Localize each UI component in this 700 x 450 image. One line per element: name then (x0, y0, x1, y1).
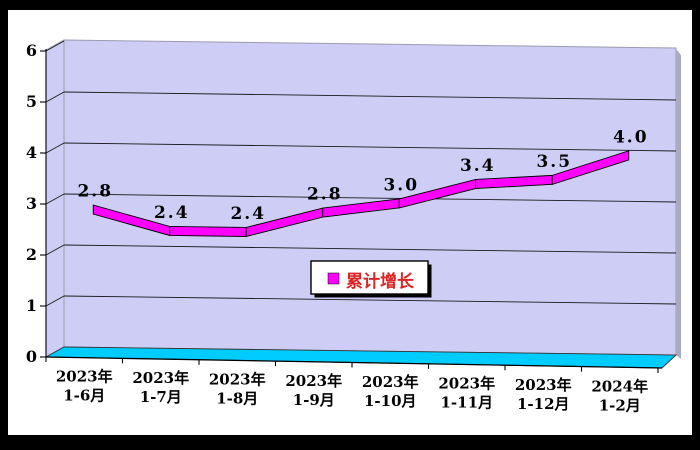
x-axis-label: 1-9月 (293, 391, 335, 409)
back-wall (63, 39, 677, 356)
x-axis-label: 2023年 (209, 370, 266, 388)
gridline (63, 91, 677, 101)
x-axis-label: 1-8月 (216, 389, 258, 407)
data-label: 2.8 (77, 182, 113, 202)
x-axis-label: 2023年 (362, 373, 419, 391)
x-axis-label: 2023年 (515, 376, 572, 394)
x-axis-label: 1-10月 (364, 392, 417, 410)
data-label: 4.0 (613, 127, 649, 147)
x-axis-label: 1-7月 (140, 388, 182, 406)
legend-label: 累计增长 (346, 271, 415, 292)
data-label: 2.4 (230, 204, 266, 224)
data-label: 2.8 (307, 185, 343, 205)
x-axis-label: 2023年 (438, 375, 495, 393)
gridline (63, 295, 677, 305)
x-axis-label: 1-2月 (599, 396, 641, 414)
x-axis-label: 1-11月 (440, 394, 493, 412)
gridline-bend (45, 91, 65, 103)
data-label: 3.0 (383, 175, 419, 195)
y-axis-label: 5 (26, 92, 37, 111)
gridline (63, 244, 677, 254)
gridline-bend (45, 142, 65, 154)
y-axis-label: 3 (26, 194, 37, 213)
gridline (63, 142, 677, 152)
x-axis-label: 2023年 (132, 369, 189, 387)
y-axis-label: 6 (26, 41, 37, 60)
gridline-bend (45, 193, 65, 205)
y-axis-label: 4 (26, 143, 37, 162)
gridline-bend (45, 244, 65, 256)
series-ribbon-segment (169, 226, 247, 237)
data-label: 2.4 (154, 203, 190, 223)
legend-box (310, 260, 429, 295)
y-axis-label: 1 (26, 296, 37, 315)
back-wall-side-edge (676, 49, 681, 359)
legend-marker (327, 272, 340, 285)
x-axis-label: 2023年 (285, 372, 342, 390)
y-axis-label: 0 (26, 347, 37, 366)
x-axis-label: 1-12月 (517, 395, 570, 413)
gridline-bend (45, 40, 65, 52)
series-ribbon-segment (551, 150, 630, 185)
x-axis-label: 2024年 (591, 377, 648, 395)
y-axis-label: 2 (26, 245, 37, 264)
data-label: 3.4 (460, 156, 496, 176)
x-axis-label: 2023年 (56, 368, 113, 386)
data-label: 3.5 (536, 152, 572, 172)
gridline (63, 193, 677, 203)
x-axis-label: 1-6月 (63, 387, 105, 405)
x-axis-line (45, 356, 663, 369)
gridline-bend (45, 295, 65, 307)
